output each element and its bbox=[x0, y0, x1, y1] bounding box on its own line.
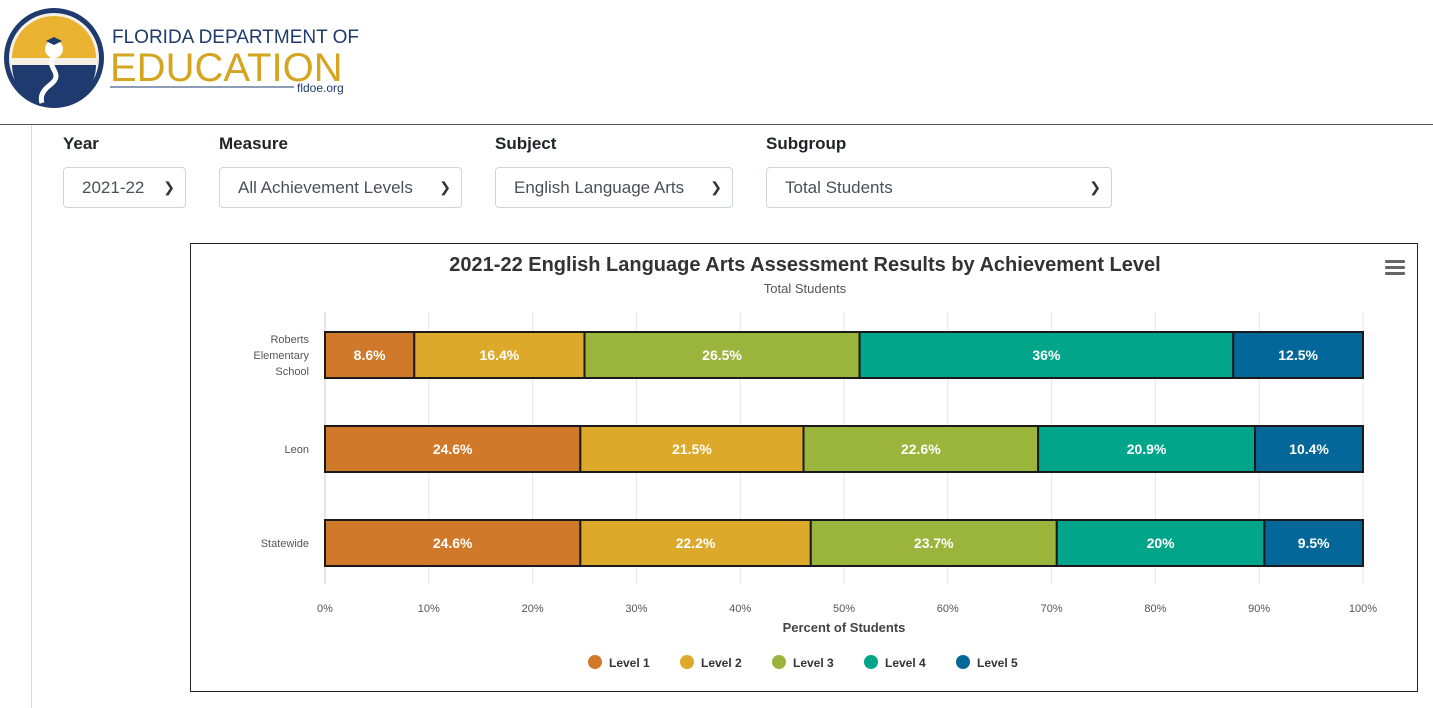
legend-marker bbox=[772, 655, 786, 669]
y-category-label: Roberts bbox=[270, 334, 309, 346]
chevron-down-icon: ❯ bbox=[163, 179, 175, 195]
data-label: 10.4% bbox=[1289, 441, 1329, 457]
legend-item[interactable]: Level 1 bbox=[588, 655, 650, 670]
y-category-label: Elementary bbox=[253, 350, 309, 362]
data-label: 9.5% bbox=[1298, 535, 1330, 551]
data-label: 21.5% bbox=[672, 441, 712, 457]
legend-marker bbox=[588, 655, 602, 669]
measure-filter: Measure All Achievement Levels ❯ bbox=[219, 133, 462, 208]
legend-item[interactable]: Level 4 bbox=[864, 655, 926, 670]
subject-label: Subject bbox=[495, 134, 557, 153]
chart-container: 2021-22 English Language Arts Assessment… bbox=[190, 243, 1418, 692]
bar-segment[interactable] bbox=[809, 519, 1058, 567]
legend-label: Level 4 bbox=[885, 656, 926, 670]
data-label: 22.2% bbox=[676, 535, 716, 551]
svg-text:FLORIDA DEPARTMENT OF: FLORIDA DEPARTMENT OF bbox=[112, 27, 359, 48]
bar-segment[interactable] bbox=[1232, 331, 1364, 379]
measure-label: Measure bbox=[219, 134, 288, 153]
subject-select-value: English Language Arts bbox=[514, 178, 685, 197]
data-label: 20% bbox=[1147, 535, 1176, 551]
bar-segment[interactable] bbox=[1263, 519, 1365, 567]
data-label: 8.6% bbox=[354, 347, 386, 363]
legend-marker bbox=[956, 655, 970, 669]
subgroup-label: Subgroup bbox=[766, 134, 847, 153]
subgroup-filter: Subgroup Total Students ❯ bbox=[766, 133, 1112, 208]
chevron-down-icon: ❯ bbox=[439, 179, 451, 195]
x-tick-label: 70% bbox=[1041, 603, 1063, 615]
x-tick-label: 60% bbox=[937, 603, 959, 615]
site-header: FLORIDA DEPARTMENT OF EDUCATION fldoe.or… bbox=[0, 0, 1433, 125]
bar-segment[interactable] bbox=[858, 331, 1235, 379]
subject-select[interactable]: English Language Arts ❯ bbox=[495, 167, 733, 208]
fldoe-logo[interactable]: FLORIDA DEPARTMENT OF EDUCATION fldoe.or… bbox=[4, 5, 364, 111]
y-category-label: Statewide bbox=[261, 538, 309, 550]
legend-label: Level 3 bbox=[793, 656, 834, 670]
legend-item[interactable]: Level 3 bbox=[772, 655, 834, 670]
chevron-down-icon: ❯ bbox=[710, 179, 722, 195]
data-label: 20.9% bbox=[1127, 441, 1167, 457]
bar-segment[interactable] bbox=[324, 425, 582, 473]
subgroup-select[interactable]: Total Students ❯ bbox=[766, 167, 1112, 208]
x-tick-label: 90% bbox=[1248, 603, 1270, 615]
stacked-bar-chart: 2021-22 English Language Arts Assessment… bbox=[253, 254, 1377, 670]
measure-select-value: All Achievement Levels bbox=[238, 178, 413, 197]
chart-subtitle: Total Students bbox=[764, 281, 847, 296]
data-label: 23.7% bbox=[914, 535, 954, 551]
bar-segment[interactable] bbox=[583, 331, 861, 379]
hamburger-menu-icon[interactable] bbox=[1385, 260, 1405, 276]
data-label: 26.5% bbox=[702, 347, 742, 363]
legend-marker bbox=[864, 655, 878, 669]
x-tick-label: 10% bbox=[418, 603, 440, 615]
legend-label: Level 1 bbox=[609, 656, 650, 670]
bar-segment[interactable] bbox=[579, 519, 812, 567]
chevron-down-icon: ❯ bbox=[1089, 179, 1101, 195]
year-filter: Year 2021-22 ❯ bbox=[63, 133, 186, 208]
x-tick-label: 100% bbox=[1349, 603, 1377, 615]
data-label: 16.4% bbox=[480, 347, 520, 363]
legend-label: Level 2 bbox=[701, 656, 742, 670]
year-select[interactable]: 2021-22 ❯ bbox=[63, 167, 186, 208]
svg-text:fldoe.org: fldoe.org bbox=[297, 81, 344, 95]
legend-marker bbox=[680, 655, 694, 669]
data-label: 22.6% bbox=[901, 441, 941, 457]
page-divider bbox=[31, 125, 32, 708]
data-label: 12.5% bbox=[1278, 347, 1318, 363]
y-category-label: Leon bbox=[285, 444, 309, 456]
x-tick-label: 20% bbox=[522, 603, 544, 615]
data-label: 24.6% bbox=[433, 441, 473, 457]
chart-title: 2021-22 English Language Arts Assessment… bbox=[449, 254, 1160, 276]
x-axis-label: Percent of Students bbox=[783, 620, 906, 635]
data-label: 36% bbox=[1032, 347, 1061, 363]
y-category-label: School bbox=[275, 366, 309, 378]
bar-segment[interactable] bbox=[324, 519, 582, 567]
bar-segment[interactable] bbox=[1037, 425, 1257, 473]
svg-text:EDUCATION: EDUCATION bbox=[110, 46, 343, 90]
x-tick-label: 80% bbox=[1144, 603, 1166, 615]
bar-segment[interactable] bbox=[1254, 425, 1364, 473]
x-tick-label: 50% bbox=[833, 603, 855, 615]
bar-segment[interactable] bbox=[802, 425, 1040, 473]
year-select-value: 2021-22 bbox=[82, 178, 145, 197]
subject-filter: Subject English Language Arts ❯ bbox=[495, 133, 733, 208]
x-tick-label: 30% bbox=[625, 603, 647, 615]
data-label: 24.6% bbox=[433, 535, 473, 551]
subgroup-select-value: Total Students bbox=[785, 178, 893, 197]
bar-segment[interactable] bbox=[1055, 519, 1266, 567]
legend-label: Level 5 bbox=[977, 656, 1018, 670]
x-tick-label: 40% bbox=[729, 603, 751, 615]
measure-select[interactable]: All Achievement Levels ❯ bbox=[219, 167, 462, 208]
legend-item[interactable]: Level 2 bbox=[680, 655, 742, 670]
legend-item[interactable]: Level 5 bbox=[956, 655, 1018, 670]
x-tick-label: 0% bbox=[317, 603, 333, 615]
year-label: Year bbox=[63, 134, 99, 153]
